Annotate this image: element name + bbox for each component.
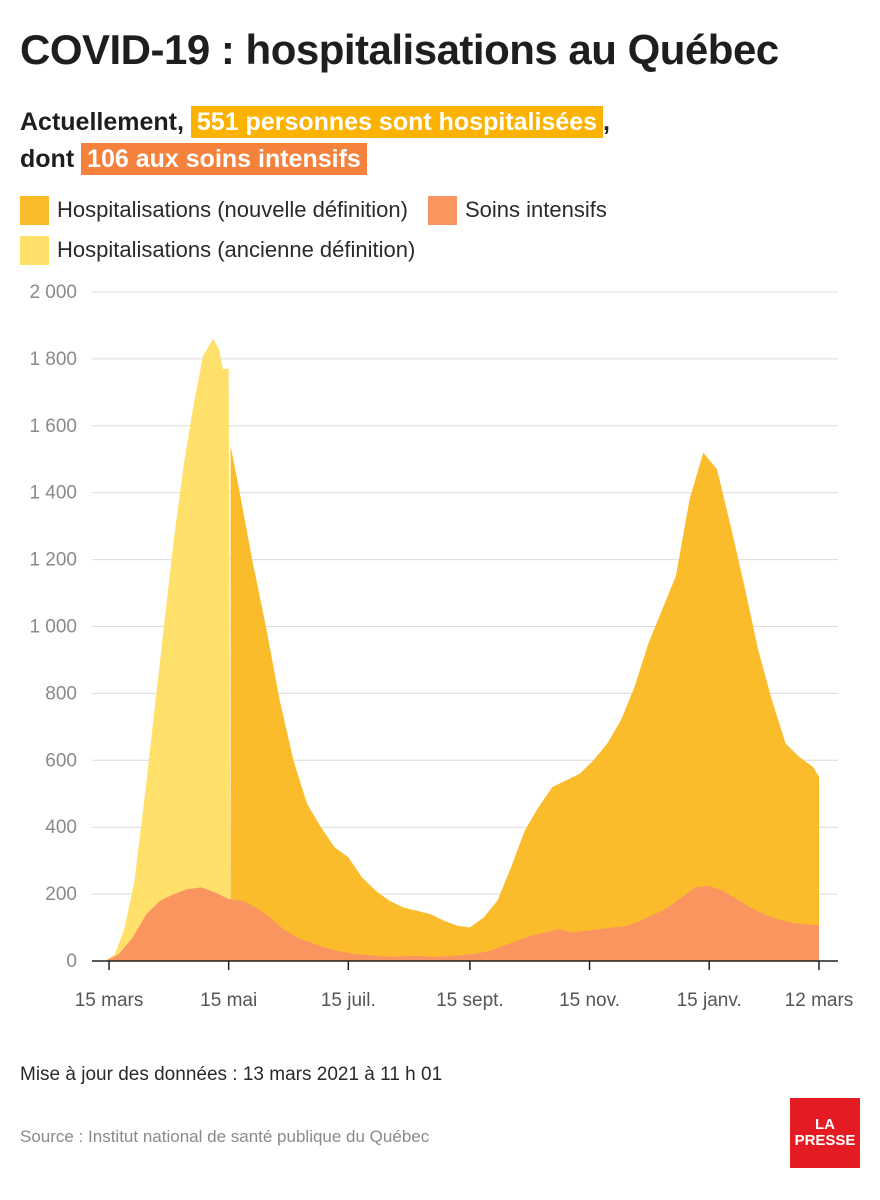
legend-swatch-old-definition [20, 235, 49, 265]
logo-line-2: PRESSE [794, 1132, 856, 1149]
legend-item-new-definition: Hospitalisations (nouvelle définition) [20, 195, 408, 225]
y-tick-label: 800 [45, 683, 77, 704]
summary-comma: , [603, 108, 610, 136]
hospitalised-highlight: 551 personnes sont hospitalisées [190, 106, 604, 138]
legend-item-icu: Soins intensifs [427, 195, 607, 225]
x-tick-label: 15 sept. [436, 990, 504, 1011]
y-tick-label: 200 [45, 884, 77, 905]
source-note: Source : Institut national de santé publ… [20, 1127, 430, 1146]
chart-title: COVID-19 : hospitalisations au Québec [20, 26, 779, 73]
y-tick-label: 400 [45, 817, 77, 838]
y-tick-label: 1 600 [29, 416, 77, 437]
update-note: Mise à jour des données : 13 mars 2021 à… [20, 1064, 443, 1085]
y-tick-label: 1 400 [29, 483, 77, 504]
icu-highlight: 106 aux soins intensifs [81, 143, 367, 175]
y-tick-label: 0 [66, 951, 77, 972]
area-chart: 0 200 400 600 800 1 000 1 200 1 400 1 600 1 800 2 … [29, 282, 854, 1011]
la-presse-logo: LA PRESSE [790, 1098, 860, 1168]
summary-prefix: Actuellement, [20, 108, 184, 136]
area-hospitalisations-ancienne-definition [105, 338, 231, 961]
summary-dont: dont [20, 145, 75, 173]
x-tick-label: 15 mars [75, 990, 144, 1011]
summary-line-2: dont 106 aux soins intensifs [20, 141, 610, 178]
legend-row-2: Hospitalisations (ancienne définition) [20, 230, 627, 270]
y-tick-label: 600 [45, 750, 77, 771]
x-tick-label: 15 mai [200, 990, 257, 1011]
y-tick-label: 1 800 [29, 349, 77, 370]
legend-swatch-icu [427, 195, 457, 225]
summary: Actuellement, 551 personnes sont hospita… [20, 104, 610, 178]
x-tick-label: 15 nov. [559, 990, 620, 1011]
x-tick-label: 12 mars [785, 990, 854, 1011]
legend-item-old-definition: Hospitalisations (ancienne définition) [20, 235, 416, 265]
y-tick-label: 1 000 [29, 617, 77, 638]
logo-line-1: LA [815, 1116, 835, 1133]
legend-label-old-definition: Hospitalisations (ancienne définition) [57, 237, 416, 262]
legend: Hospitalisations (nouvelle définition) S… [20, 190, 627, 270]
summary-line-1: Actuellement, 551 personnes sont hospita… [20, 104, 610, 141]
legend-swatch-new-definition [20, 195, 49, 225]
legend-row-1: Hospitalisations (nouvelle définition) S… [20, 190, 627, 230]
x-tick-label: 15 juil. [321, 990, 376, 1011]
area-hospitalisations-nouvelle-definition [230, 445, 820, 961]
area-soins-intensifs [105, 885, 820, 961]
legend-label-icu: Soins intensifs [464, 197, 607, 222]
y-tick-label: 1 200 [29, 550, 77, 571]
y-tick-label: 2 000 [29, 282, 77, 303]
legend-label-new-definition: Hospitalisations (nouvelle définition) [57, 197, 408, 222]
x-tick-label: 15 janv. [677, 990, 742, 1011]
